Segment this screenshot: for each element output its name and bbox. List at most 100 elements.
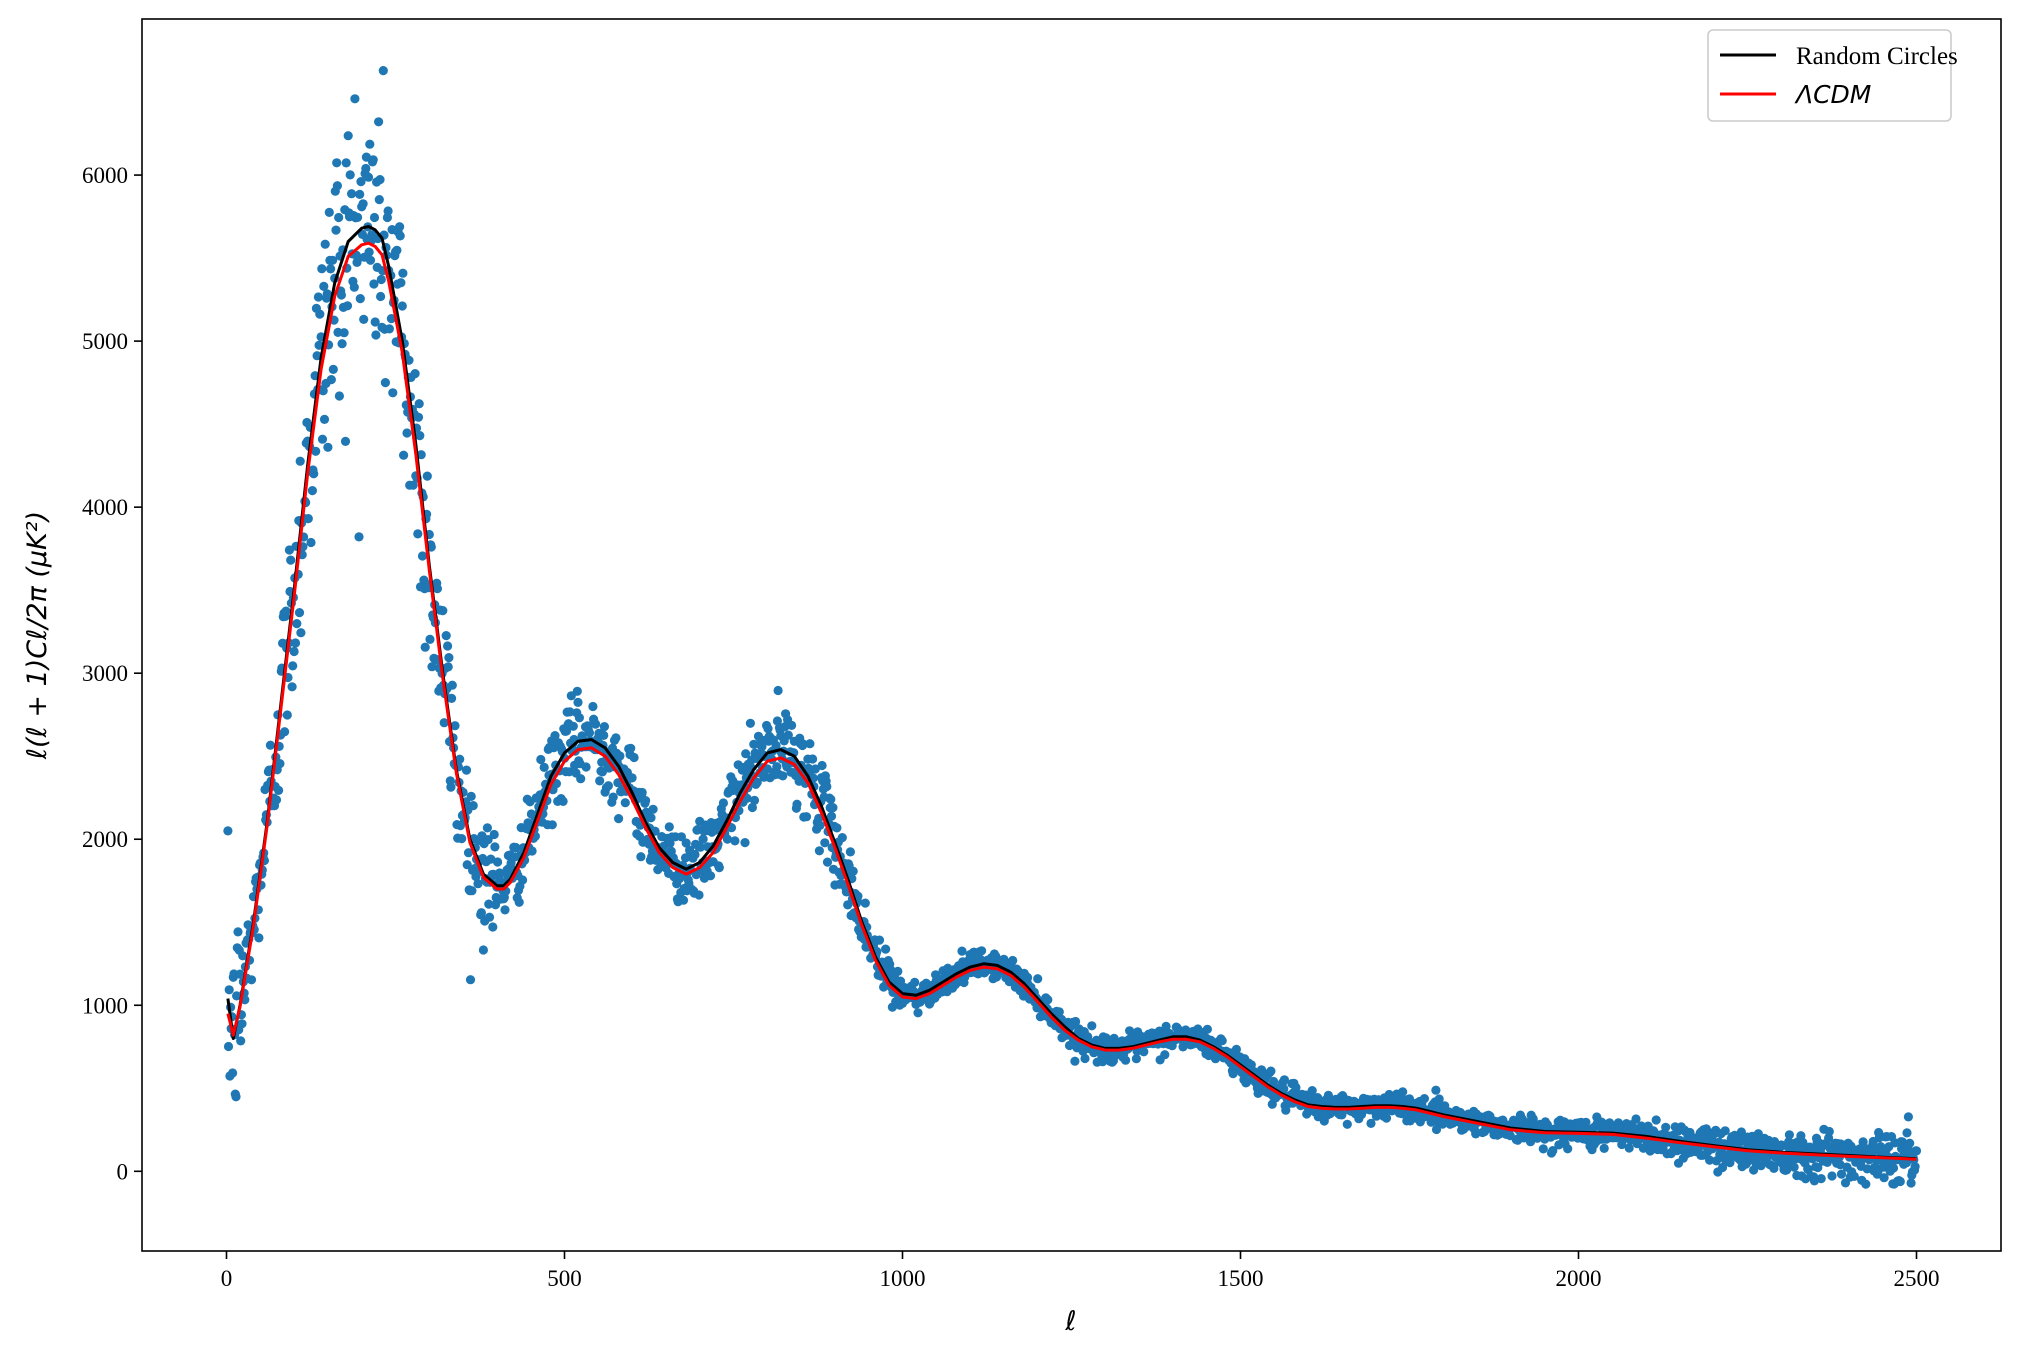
- y-tick-label: 4000: [82, 495, 128, 520]
- scatter-point: [792, 799, 802, 809]
- scatter-point: [1836, 1169, 1847, 1179]
- y-tick-label: 2000: [82, 827, 128, 852]
- scatter-point: [294, 608, 305, 618]
- scatter-point: [676, 832, 687, 842]
- scatter-point: [420, 642, 430, 652]
- scatter-point: [646, 813, 656, 823]
- scatter-point: [467, 886, 477, 896]
- scatter-point: [236, 1036, 246, 1046]
- scatter-point: [591, 719, 601, 729]
- scatter-point: [581, 762, 591, 772]
- scatter-point: [332, 181, 342, 191]
- scatter-point: [584, 728, 595, 738]
- scatter-point: [365, 255, 376, 265]
- scatter-point: [489, 829, 499, 840]
- scatter-point: [271, 795, 282, 805]
- scatter-point: [1816, 1174, 1826, 1184]
- scatter-point: [443, 662, 453, 672]
- scatter-point: [340, 436, 351, 446]
- scatter-point: [306, 537, 316, 548]
- scatter-point: [495, 868, 505, 878]
- scatter-point: [627, 773, 637, 783]
- scatter-point: [629, 752, 639, 763]
- legend: Random Circles ΛCDM: [1707, 29, 1958, 122]
- scatter-point: [289, 646, 299, 657]
- scatter-point: [392, 245, 402, 255]
- scatter-point: [274, 785, 284, 796]
- scatter-point: [690, 849, 700, 860]
- scatter-point: [1911, 1146, 1922, 1156]
- scatter-point: [1366, 1118, 1376, 1128]
- scatter-point: [488, 922, 498, 932]
- scatter-point: [482, 823, 492, 833]
- scatter-point: [365, 139, 375, 149]
- scatter-point: [1419, 1094, 1429, 1104]
- scatter-point: [473, 879, 483, 889]
- scatter-point: [439, 718, 449, 728]
- scatter-point: [490, 842, 500, 852]
- scatter-point: [718, 798, 729, 808]
- scatter-point: [466, 791, 476, 802]
- scatter-point: [398, 268, 408, 278]
- scatter-point: [370, 317, 380, 327]
- scatter-point: [410, 369, 420, 379]
- scatter-point: [747, 802, 758, 813]
- scatter-point: [376, 274, 386, 285]
- scatter-point: [1054, 1007, 1064, 1017]
- scatter-point: [957, 946, 967, 956]
- scatter-point: [611, 733, 621, 743]
- scatter-point: [342, 301, 353, 311]
- scatter-point: [1008, 955, 1018, 966]
- x-tick-label: 1000: [880, 1266, 926, 1291]
- scatter-point: [762, 764, 772, 774]
- scatter-point: [317, 434, 328, 444]
- x-axis-label: ℓ: [1064, 1306, 1076, 1337]
- scatter-point: [328, 364, 338, 374]
- scatter-point: [284, 545, 294, 555]
- scatter-point: [246, 975, 257, 985]
- scatter-point: [223, 1041, 234, 1052]
- scatter-point: [1813, 1162, 1823, 1173]
- scatter-point: [380, 378, 390, 388]
- scatter-point: [695, 842, 706, 852]
- scatter-point: [1789, 1162, 1799, 1172]
- scatter-point: [307, 486, 317, 496]
- scatter-point: [1242, 1077, 1252, 1087]
- scatter-point: [1337, 1110, 1347, 1120]
- scatter-point: [705, 871, 716, 881]
- scatter-point: [295, 456, 305, 466]
- scatter-point: [339, 328, 349, 338]
- scatter-point: [432, 584, 442, 594]
- scatter-point: [1307, 1086, 1317, 1096]
- scatter-point: [783, 730, 793, 740]
- scatter-point: [368, 155, 378, 165]
- scatter-point: [588, 701, 598, 712]
- scatter-point: [319, 414, 330, 424]
- scatter-point: [1736, 1127, 1746, 1137]
- scatter-point: [254, 933, 264, 943]
- scatter-point: [414, 399, 424, 409]
- scatter-point: [1895, 1176, 1905, 1187]
- scatter-point: [318, 386, 328, 396]
- scatter-point: [828, 803, 838, 813]
- scatter-point: [354, 532, 364, 542]
- scatter-point: [413, 412, 424, 422]
- scatter-point: [722, 834, 733, 844]
- scatter-point: [461, 765, 472, 775]
- scatter-point: [315, 309, 325, 319]
- scatter-point: [1202, 1024, 1212, 1034]
- scatter-point: [223, 826, 233, 836]
- scatter-point: [1705, 1155, 1715, 1165]
- scatter-point: [1769, 1137, 1780, 1147]
- y-axis-ticks: 0 1000 2000 3000 4000 5000 6000: [82, 163, 142, 1184]
- scatter-point: [710, 825, 720, 835]
- scatter-point: [1798, 1137, 1808, 1148]
- scatter-point: [317, 264, 327, 274]
- scatter-point: [636, 852, 646, 862]
- scatter-point: [752, 777, 762, 788]
- scatter-point: [500, 905, 510, 915]
- scatter-point: [353, 212, 363, 222]
- scatter-point: [1784, 1130, 1794, 1140]
- scatter-point: [384, 324, 394, 334]
